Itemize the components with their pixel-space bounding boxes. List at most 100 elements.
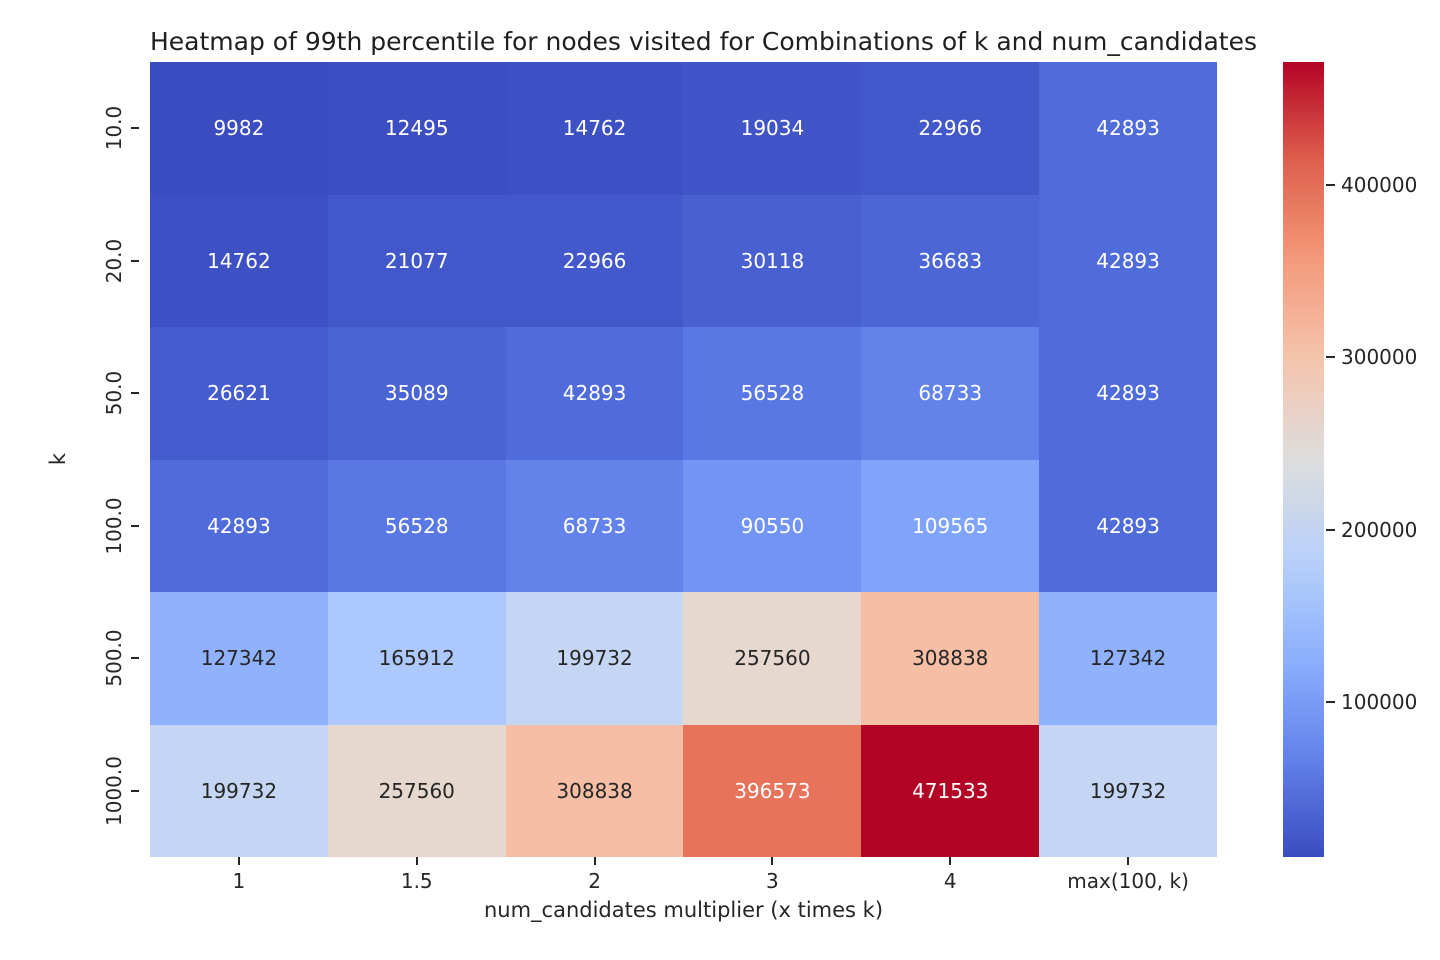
cell-value: 90550 [740,513,805,538]
cell-value: 308838 [912,646,989,671]
heatmap-cell: 56528 [683,327,862,460]
heatmap-cell: 42893 [150,459,328,592]
heatmap-cell: 42893 [1039,327,1217,460]
colorbar-tick-mark [1326,700,1335,703]
heatmap-cell: 199732 [150,724,328,857]
y-tick-label: 500.0 [102,629,126,687]
heatmap-cell: 22966 [861,62,1040,195]
cell-value: 42893 [207,513,271,538]
heatmap-cell: 90550 [683,459,862,592]
y-axis-label: k [46,452,70,466]
cell-value: 42893 [562,381,627,406]
x-tick-mark [949,857,952,865]
cell-value: 127342 [1089,646,1167,671]
colorbar-tick-mark [1326,528,1335,531]
y-tick-label: 50.0 [102,370,126,416]
cell-value: 36683 [918,248,983,273]
colorbar-tick-mark [1326,356,1335,359]
y-tick-mark [131,657,139,660]
x-tick-mark [415,857,418,865]
cell-value: 68733 [562,513,627,538]
x-tick-label: max(100, k) [1067,869,1189,893]
x-tick-mark [237,857,240,865]
heatmap-cell: 36683 [861,194,1040,327]
cell-value: 9982 [213,116,265,141]
x-axis-label: num_candidates multiplier (x times k) [483,898,884,922]
y-tick-mark [131,127,139,130]
heatmap-cell: 14762 [505,62,684,195]
x-tick-label: 1.5 [400,869,433,893]
cell-value: 109565 [912,513,989,538]
cell-value: 30118 [740,248,805,273]
heatmap-cell: 42893 [1039,459,1217,592]
cell-value: 257560 [734,646,811,671]
heatmap-cell: 42893 [1039,194,1217,327]
cell-value: 68733 [918,381,983,406]
cell-value: 257560 [378,778,455,803]
cell-value: 308838 [556,778,633,803]
heatmap-cell: 68733 [861,327,1040,460]
heatmap-cell: 127342 [1039,592,1217,725]
cell-value: 42893 [1096,116,1160,141]
heatmap-cell: 35089 [327,327,506,460]
cell-value: 165912 [378,646,455,671]
cell-value: 199732 [556,646,633,671]
heatmap-cell: 199732 [505,592,684,725]
colorbar-tick-mark [1326,184,1335,187]
y-tick-label: 1000.0 [102,755,126,826]
y-tick-mark [131,259,139,262]
cell-value: 22966 [562,248,627,273]
y-tick-mark [131,789,139,792]
cell-value: 21077 [384,248,449,273]
heatmap-cell: 308838 [861,592,1040,725]
colorbar-tick-label: 400000 [1341,173,1418,198]
cell-value: 199732 [200,778,278,803]
heatmap-cell: 22966 [505,194,684,327]
cell-value: 56528 [740,381,805,406]
y-tick-label: 10.0 [102,105,126,151]
heatmap-cell: 42893 [505,327,684,460]
heatmap-cell: 308838 [505,724,684,857]
cell-value: 396573 [734,778,811,803]
cell-value: 26621 [207,381,271,406]
heatmap-cell: 26621 [150,327,328,460]
cell-value: 127342 [200,646,278,671]
cell-value: 42893 [1096,248,1160,273]
heatmap-cell: 199732 [1039,724,1217,857]
cell-value: 42893 [1096,381,1160,406]
cell-value: 471533 [912,778,989,803]
heatmap-cell: 42893 [1039,62,1217,195]
cell-value: 42893 [1096,513,1160,538]
heatmap-cell: 165912 [327,592,506,725]
heatmap-cell: 21077 [327,194,506,327]
cell-value: 56528 [384,513,449,538]
heatmap-cell: 30118 [683,194,862,327]
heatmap-cell: 257560 [327,724,506,857]
heatmap-cell: 471533 [861,724,1040,857]
x-tick-mark [1127,857,1130,865]
y-tick-label: 100.0 [102,497,126,555]
cell-value: 14762 [562,116,627,141]
heatmap-cell: 56528 [327,459,506,592]
heatmap-cell: 257560 [683,592,862,725]
x-tick-label: 2 [588,869,601,893]
y-tick-label: 20.0 [102,238,126,284]
heatmap-cell: 12495 [327,62,506,195]
heatmap-cell: 396573 [683,724,862,857]
cell-value: 22966 [918,116,983,141]
heatmap-cell: 109565 [861,459,1040,592]
cell-value: 14762 [207,248,271,273]
colorbar [1283,62,1324,857]
colorbar-tick-label: 300000 [1341,345,1418,370]
heatmap-plot: 9982 12495 14762 19034 22966 42893 14762 21077 2… [150,62,1217,857]
cell-value: 19034 [740,116,805,141]
x-tick-mark [771,857,774,865]
x-tick-label: 3 [766,869,779,893]
x-tick-mark [593,857,596,865]
cell-value: 12495 [384,116,449,141]
cell-value: 199732 [1089,778,1167,803]
colorbar-tick-label: 100000 [1341,689,1418,714]
y-tick-mark [131,524,139,527]
heatmap-cell: 68733 [505,459,684,592]
